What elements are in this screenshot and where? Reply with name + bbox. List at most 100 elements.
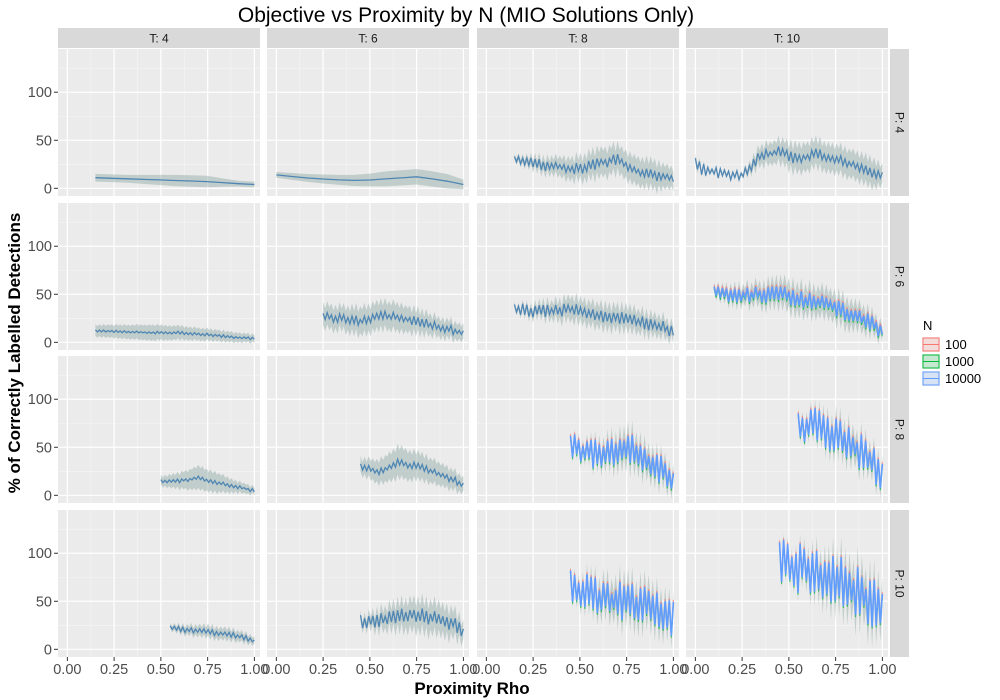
legend-item-100: 100 bbox=[922, 337, 967, 352]
series-t-6-p-10 bbox=[359, 593, 465, 647]
panel-t-4-p-4 bbox=[58, 49, 260, 196]
x-tick-label: 0.00 bbox=[53, 662, 81, 678]
panel-t-4-p-10 bbox=[58, 510, 260, 657]
legend-label: 1000 bbox=[945, 354, 974, 369]
x-axis-title: Proximity Rho bbox=[414, 679, 529, 698]
panels-layer: T: 4 T: 6 T: 8 T: 10 P: 4 P: 6 P: 8 P: 10 0 50 100… bbox=[28, 28, 909, 678]
x-tick-label: 0.00 bbox=[262, 662, 290, 678]
series-t-4-p-10 bbox=[169, 622, 255, 646]
y-tick-label: 100 bbox=[28, 85, 52, 101]
chart-title: Objective vs Proximity by N (MIO Solutio… bbox=[238, 4, 694, 27]
series-t-10-p-10 bbox=[778, 533, 884, 648]
series-line-10000 bbox=[322, 308, 464, 337]
x-tick-label: 0.50 bbox=[147, 662, 175, 678]
x-tick-label: 1.00 bbox=[868, 662, 896, 678]
y-tick-label: 50 bbox=[36, 594, 52, 610]
x-tick-label: 0.75 bbox=[403, 662, 431, 678]
series-t-10-p-4 bbox=[694, 135, 884, 191]
series-t-4-p-8 bbox=[160, 464, 255, 496]
strip-label-t-6: T: 6 bbox=[358, 32, 378, 46]
series-t-6-p-4 bbox=[276, 169, 464, 190]
y-tick-label: 100 bbox=[28, 546, 52, 562]
panel-background bbox=[58, 49, 260, 196]
y-tick-label: 0 bbox=[44, 488, 52, 504]
panel-background bbox=[267, 49, 469, 196]
series-line-10000 bbox=[160, 474, 255, 493]
x-tick-label: 0.75 bbox=[822, 662, 850, 678]
series-line-10000 bbox=[276, 174, 464, 186]
panel-t-6-p-10 bbox=[267, 510, 469, 657]
y-axis-title: % of Correctly Labelled Detections bbox=[5, 213, 24, 494]
x-tick-label: 0.50 bbox=[775, 662, 803, 678]
legend-item-1000: 1000 bbox=[922, 354, 974, 369]
series-line-10000 bbox=[359, 456, 464, 488]
x-tick-label: 0.75 bbox=[194, 662, 222, 678]
series-line-10000 bbox=[95, 177, 255, 186]
legend: N 100 1000 10000 bbox=[922, 318, 981, 386]
strip-t-8 bbox=[477, 28, 679, 48]
panel-t-8-p-8 bbox=[477, 356, 679, 503]
strip-label-t-10: T: 10 bbox=[774, 32, 800, 46]
series-t-10-p-6 bbox=[713, 274, 884, 345]
series-t-10-p-8 bbox=[797, 399, 884, 499]
series-line-10000 bbox=[359, 608, 465, 637]
series-t-6-p-8 bbox=[359, 443, 464, 495]
strip-p-4 bbox=[890, 49, 909, 196]
panel-t-10-p-6 bbox=[686, 203, 888, 350]
series-line-10000 bbox=[797, 408, 884, 489]
strip-label-p-4: P: 4 bbox=[893, 112, 907, 134]
y-tick-label: 50 bbox=[36, 133, 52, 149]
strip-t-4 bbox=[58, 28, 260, 48]
confidence-band bbox=[95, 323, 255, 344]
strip-label-t-4: T: 4 bbox=[149, 32, 169, 46]
x-tick-label: 0.25 bbox=[728, 662, 756, 678]
panel-t-6-p-8 bbox=[267, 356, 469, 503]
x-tick-label: 0.00 bbox=[472, 662, 500, 678]
series-t-8-p-8 bbox=[569, 420, 675, 499]
confidence-band bbox=[276, 169, 464, 190]
confidence-band bbox=[360, 593, 464, 647]
panel-background bbox=[58, 203, 260, 350]
series-t-8-p-4 bbox=[513, 140, 675, 194]
y-tick-label: 50 bbox=[36, 287, 52, 303]
panel-t-6-p-4 bbox=[267, 49, 469, 196]
x-tick-label: 0.25 bbox=[519, 662, 547, 678]
x-tick-label: 1.00 bbox=[449, 662, 477, 678]
series-line-10000 bbox=[513, 154, 675, 183]
y-tick-label: 50 bbox=[36, 440, 52, 456]
y-tick-label: 0 bbox=[44, 181, 52, 197]
confidence-band bbox=[798, 399, 883, 499]
strip-label-p-10: P: 10 bbox=[893, 569, 907, 597]
series-t-4-p-6 bbox=[94, 323, 255, 344]
panel-background bbox=[267, 356, 469, 503]
panel-background bbox=[686, 203, 888, 350]
x-tick-label: 0.75 bbox=[613, 662, 641, 678]
x-tick-label: 1.00 bbox=[659, 662, 687, 678]
x-tick-label: 0.50 bbox=[566, 662, 594, 678]
y-tick-label: 0 bbox=[44, 642, 52, 658]
series-line-10000 bbox=[513, 302, 675, 337]
series-line-10000 bbox=[713, 286, 884, 337]
x-tick-label: 0.25 bbox=[100, 662, 128, 678]
legend-label: 100 bbox=[945, 337, 967, 352]
series-line-10000 bbox=[569, 570, 675, 636]
panel-t-4-p-6 bbox=[58, 203, 260, 350]
legend-label: 10000 bbox=[945, 371, 981, 386]
x-tick-label: 0.25 bbox=[309, 662, 337, 678]
series-t-6-p-6 bbox=[322, 297, 464, 344]
y-tick-label: 100 bbox=[28, 392, 52, 408]
panel-t-10-p-8 bbox=[686, 356, 888, 503]
series-line-10000 bbox=[694, 146, 884, 183]
series-t-4-p-4 bbox=[95, 173, 255, 188]
series-line-10000 bbox=[778, 539, 884, 627]
strip-t-6 bbox=[267, 28, 469, 48]
legend-item-10000: 10000 bbox=[922, 371, 981, 386]
strip-p-8 bbox=[890, 356, 909, 503]
series-t-8-p-6 bbox=[513, 292, 675, 345]
series-line-10000 bbox=[569, 434, 675, 489]
x-tick-label: 0.00 bbox=[681, 662, 709, 678]
y-tick-label: 100 bbox=[28, 239, 52, 255]
strip-label-p-8: P: 8 bbox=[893, 419, 907, 441]
confidence-band bbox=[695, 135, 883, 191]
